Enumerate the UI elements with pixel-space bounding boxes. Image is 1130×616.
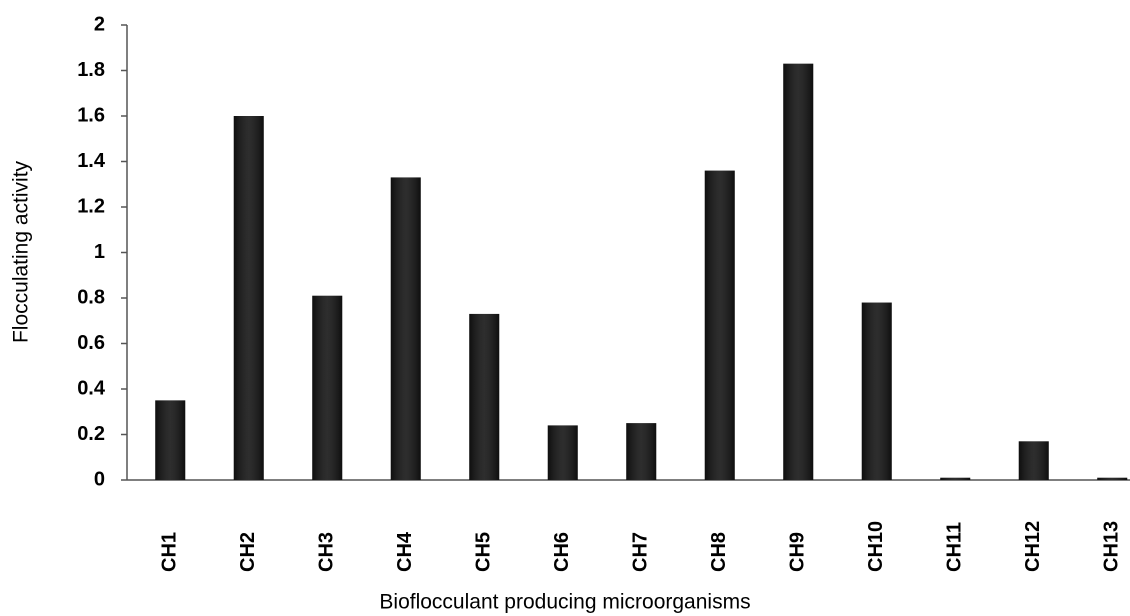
bar — [390, 177, 421, 481]
x-tick-label: CH10 — [865, 521, 887, 572]
x-tick-label: CH13 — [1101, 521, 1123, 572]
bar — [1018, 441, 1049, 480]
x-tick-label: CH3 — [316, 532, 338, 572]
y-tick-label: 1.2 — [77, 195, 105, 217]
y-tick-label: 2 — [94, 13, 105, 35]
x-tick-label: CH8 — [708, 532, 730, 572]
bar — [155, 400, 186, 480]
x-tick-label: CH7 — [630, 532, 652, 572]
x-tick-label: CH5 — [473, 532, 495, 572]
y-tick-label: 1.4 — [77, 150, 106, 172]
y-tick-label: 0.8 — [77, 286, 105, 308]
x-tick-label: CH1 — [159, 532, 181, 572]
bar — [783, 63, 814, 481]
x-tick-label: CH2 — [237, 532, 259, 572]
y-tick-label: 1 — [94, 241, 105, 263]
x-tick-label: CH6 — [551, 532, 573, 572]
bar — [547, 425, 578, 480]
x-tick-label: CH9 — [787, 532, 809, 572]
y-tick-label: 0.4 — [77, 377, 106, 399]
y-tick-label: 0.2 — [77, 423, 105, 445]
bar — [704, 170, 735, 480]
y-tick-label: 1.6 — [77, 104, 105, 126]
y-axis-title: Flocculating activity — [10, 160, 33, 343]
bar — [626, 423, 657, 480]
x-tick-label: CH11 — [944, 522, 966, 572]
y-tick-label: 1.8 — [77, 59, 105, 81]
bar — [1097, 477, 1128, 480]
bar — [312, 295, 343, 480]
y-tick-label: 0.6 — [77, 332, 105, 354]
bar — [469, 313, 500, 480]
y-tick-label: 0 — [94, 468, 105, 490]
bar — [233, 116, 264, 480]
x-axis-title: Bioflocculant producing microorganisms — [379, 591, 750, 614]
x-tick-label: CH4 — [394, 531, 416, 572]
bar — [861, 302, 892, 480]
bar — [940, 477, 971, 480]
x-tick-label: CH12 — [1022, 521, 1044, 572]
